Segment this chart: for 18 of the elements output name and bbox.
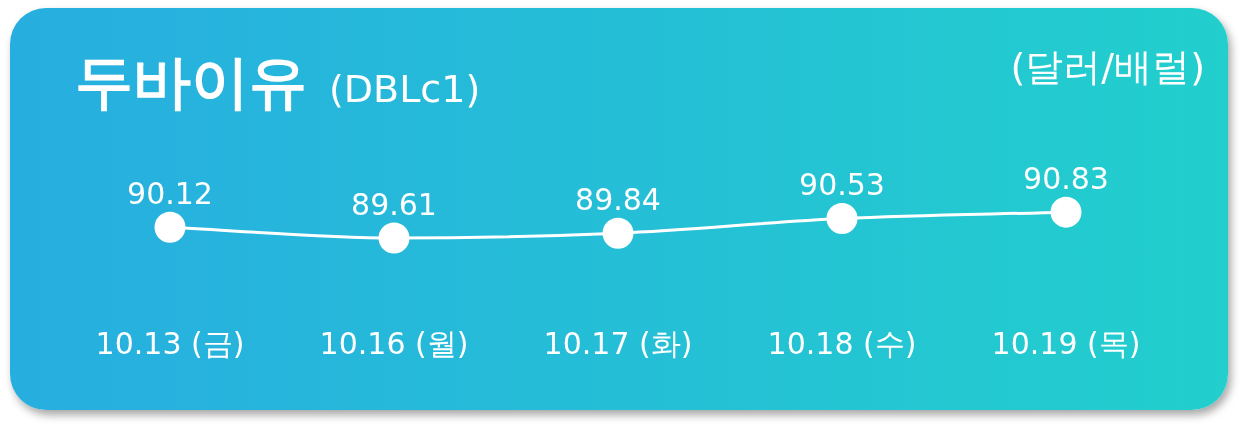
x-tick-label: 10.13 (금): [95, 325, 245, 361]
data-label: 89.61: [351, 186, 437, 222]
x-tick-label: 10.18 (수): [767, 325, 917, 361]
chart-subtitle: (DBLc1): [329, 67, 481, 111]
point: [154, 211, 186, 243]
point: [378, 222, 410, 254]
point: [826, 203, 858, 235]
data-label: 90.53: [799, 167, 885, 203]
x-tick-label: 10.17 (화): [543, 325, 693, 361]
x-tick-label: 10.16 (월): [319, 325, 469, 361]
data-label: 90.12: [127, 176, 213, 212]
x-tick-label: 10.19 (목): [991, 325, 1141, 361]
data-label: 90.83: [1023, 160, 1109, 196]
chart-title: 두바이유: [75, 48, 307, 116]
y-axis-title: (달러/배럴): [1010, 44, 1205, 91]
point: [602, 217, 634, 249]
data-label: 89.84: [575, 181, 661, 217]
point: [1050, 196, 1082, 228]
